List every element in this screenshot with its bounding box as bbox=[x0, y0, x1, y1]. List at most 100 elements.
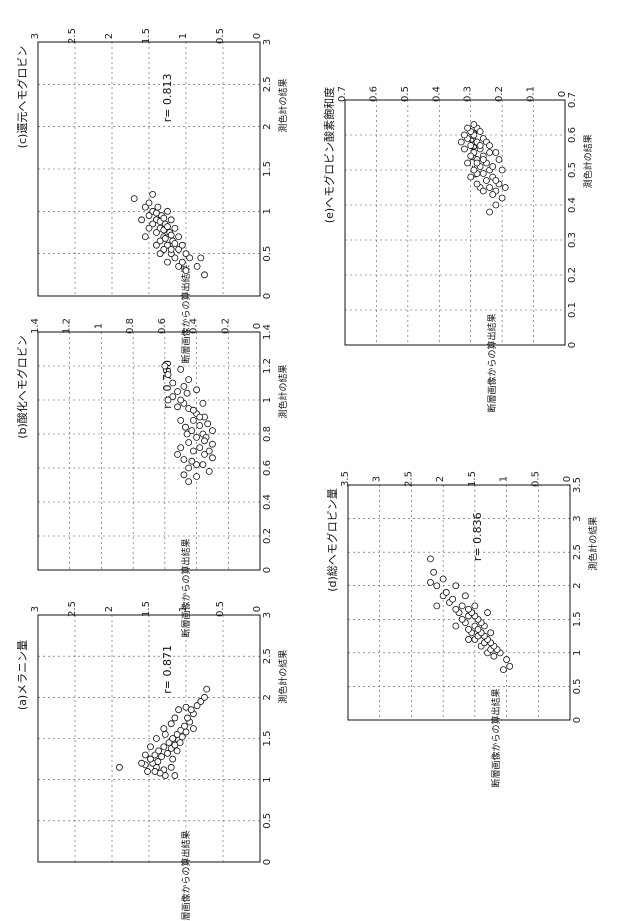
data-point bbox=[169, 755, 177, 763]
data-point bbox=[171, 224, 179, 232]
data-point bbox=[503, 656, 510, 663]
data-point bbox=[458, 602, 466, 610]
data-point bbox=[470, 121, 478, 128]
data-point bbox=[182, 728, 190, 736]
y-tick-label: 0.6 bbox=[368, 86, 379, 102]
data-point bbox=[489, 163, 497, 170]
x-tick-label: 1.5 bbox=[262, 731, 273, 747]
data-point bbox=[427, 555, 434, 563]
data-point bbox=[204, 420, 212, 428]
x-tick-label: 3 bbox=[572, 515, 583, 521]
data-point bbox=[182, 250, 190, 258]
data-point bbox=[177, 416, 185, 424]
data-point bbox=[452, 605, 460, 613]
data-point bbox=[470, 166, 478, 174]
x-tick-label: 0.6 bbox=[567, 127, 578, 143]
x-tick-label: 1 bbox=[572, 650, 583, 656]
x-axis-label: 測色計の結果 bbox=[277, 78, 289, 132]
data-point bbox=[138, 759, 146, 767]
data-point bbox=[152, 241, 160, 249]
x-tick-label: 1 bbox=[262, 208, 273, 214]
y-tick-label: 1.5 bbox=[467, 471, 478, 487]
data-point bbox=[487, 629, 495, 637]
y-tick-label: 0.4 bbox=[431, 86, 442, 102]
data-point bbox=[164, 241, 171, 249]
x-tick-label: 2.5 bbox=[262, 76, 273, 92]
data-point bbox=[433, 602, 441, 610]
data-point bbox=[498, 166, 506, 174]
data-point bbox=[160, 214, 168, 222]
y-tick-label: 1.5 bbox=[141, 28, 152, 44]
x-tick-label: 0.5 bbox=[262, 246, 273, 262]
data-point bbox=[201, 450, 208, 458]
data-point bbox=[433, 582, 441, 590]
data-point bbox=[486, 208, 493, 216]
data-point bbox=[467, 152, 475, 160]
data-point bbox=[461, 131, 468, 139]
x-tick-label: 1.2 bbox=[262, 358, 273, 374]
x-tick-label: 2 bbox=[572, 583, 583, 589]
data-point bbox=[154, 758, 162, 765]
data-point bbox=[175, 246, 183, 253]
y-tick-label: 0.7 bbox=[337, 86, 348, 102]
data-point bbox=[182, 423, 189, 431]
x-tick-label: 1 bbox=[262, 397, 273, 403]
data-point bbox=[167, 231, 175, 239]
x-tick-label: 0.4 bbox=[567, 197, 578, 213]
data-point bbox=[154, 203, 162, 211]
x-tick-label: 0.8 bbox=[262, 426, 273, 442]
y-tick-label: 3.5 bbox=[340, 471, 351, 487]
chart-title: (e)ヘモグロビン酸素飽和度 bbox=[322, 87, 336, 223]
y-tick-label: 2 bbox=[104, 606, 115, 612]
y-tick-label: 0.8 bbox=[125, 318, 136, 334]
x-tick-label: 2.5 bbox=[572, 544, 583, 560]
data-point bbox=[193, 433, 200, 441]
data-point bbox=[152, 209, 160, 217]
data-point bbox=[449, 595, 457, 603]
data-point bbox=[160, 246, 168, 253]
data-point bbox=[180, 471, 188, 479]
y-axis-label: 断層画像からの算出結果 bbox=[180, 830, 192, 921]
data-point bbox=[495, 156, 503, 163]
x-tick-label: 0.6 bbox=[262, 460, 273, 476]
data-point bbox=[476, 128, 484, 135]
x-tick-label: 0.2 bbox=[567, 267, 578, 283]
data-point bbox=[167, 720, 175, 728]
chart-panel-b: 00.20.40.60.811.21.400.20.40.60.811.21.4… bbox=[15, 318, 289, 637]
data-point bbox=[130, 195, 138, 203]
x-tick-label: 0.4 bbox=[262, 494, 273, 510]
data-point bbox=[467, 173, 475, 181]
data-point bbox=[171, 240, 179, 247]
data-point bbox=[201, 693, 208, 701]
data-point bbox=[489, 191, 497, 198]
data-point bbox=[164, 258, 171, 266]
data-point bbox=[152, 229, 160, 236]
data-point bbox=[144, 768, 151, 775]
data-point bbox=[151, 751, 159, 759]
data-point bbox=[205, 467, 213, 475]
data-point bbox=[461, 145, 468, 153]
chart-panel-d: 00.511.522.533.500.511.522.533.5(d)総ヘモグロ… bbox=[325, 471, 599, 787]
data-point bbox=[173, 747, 181, 755]
data-point bbox=[209, 440, 216, 448]
data-point bbox=[158, 753, 165, 761]
y-tick-label: 0.3 bbox=[463, 86, 474, 102]
y-tick-label: 3 bbox=[30, 606, 41, 612]
data-point bbox=[175, 233, 183, 241]
y-tick-label: 3 bbox=[30, 33, 41, 39]
x-tick-label: 2 bbox=[262, 694, 273, 700]
data-point bbox=[461, 592, 469, 600]
y-tick-label: 0.2 bbox=[220, 318, 231, 334]
data-point bbox=[175, 706, 183, 714]
data-point bbox=[193, 473, 200, 480]
data-point bbox=[116, 763, 123, 771]
data-point bbox=[492, 201, 500, 209]
data-point bbox=[506, 662, 514, 670]
x-tick-label: 0 bbox=[572, 717, 583, 723]
x-tick-label: 2.5 bbox=[262, 648, 273, 664]
plot-frame bbox=[37, 331, 261, 571]
data-point bbox=[492, 149, 500, 156]
x-tick-label: 0.7 bbox=[567, 92, 578, 108]
y-tick-label: 0.6 bbox=[157, 318, 168, 334]
